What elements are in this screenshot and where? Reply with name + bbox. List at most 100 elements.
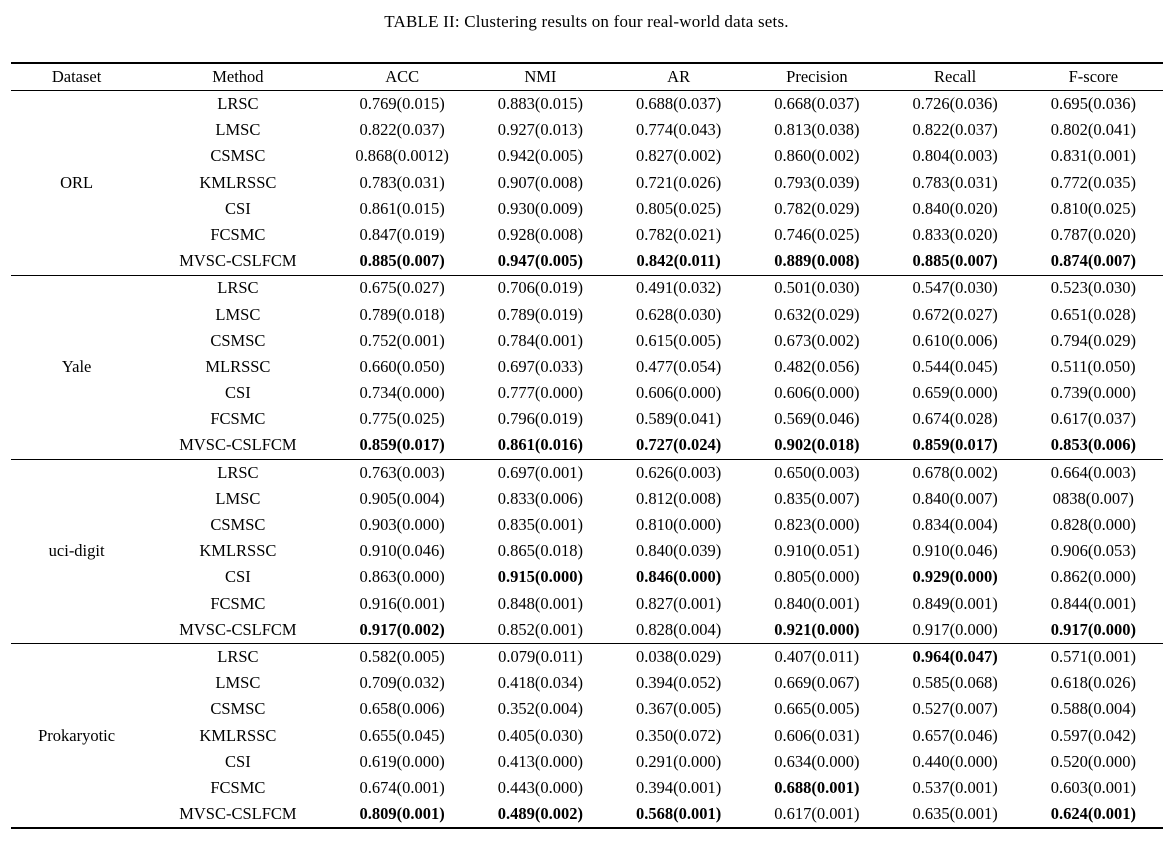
table-row: CSMSC 0.868(0.0012) 0.942(0.005) 0.827(0.00… [11, 144, 1163, 170]
column-header: AR [667, 66, 691, 86]
method-cell: LRSC [217, 94, 259, 114]
value-cell: 0.618(0.026) [1050, 673, 1136, 693]
value-cell: 0.772(0.035) [1050, 172, 1136, 192]
value-cell: 0.964(0.047) [912, 646, 998, 666]
value-cell: 0.846(0.000) [636, 567, 722, 587]
table-row: MLRSSC 0.660(0.050) 0.697(0.033) 0.477(0.05… [11, 354, 1163, 380]
value-cell: 0.651(0.028) [1050, 304, 1136, 324]
table-row: CSI 0.863(0.000) 0.915(0.000) 0.846(0.000) 0… [11, 565, 1163, 591]
table-header: Dataset Method ACC NMI AR Precision Recall F-sc… [10, 63, 1163, 91]
value-cell: 0.833(0.006) [497, 488, 584, 508]
value-cell: 0.668(0.037) [774, 94, 860, 114]
table-row: MVSC-CSLFCM 0.885(0.007) 0.947(0.005) 0.842… [11, 248, 1163, 275]
table-row: Prokaryotic LRSC 0.582(0.005) 0.079(0.011) 0… [11, 644, 1163, 743]
value-cell: 0.910(0.051) [774, 541, 860, 561]
value-cell: 0.942(0.005) [497, 146, 584, 166]
value-cell: 0.582(0.005) [359, 646, 445, 666]
table-row: FCSMC 0.674(0.001) 0.443(0.000) 0.394(0.001… [11, 775, 1163, 801]
value-cell: 0.489(0.002) [497, 804, 584, 824]
value-cell: 0.827(0.002) [636, 146, 722, 166]
value-cell: 0.418(0.034) [497, 673, 584, 693]
value-cell: 0.482(0.056) [774, 356, 860, 376]
value-cell: 0.603(0.001) [1050, 777, 1136, 797]
value-cell: 0.784(0.001) [497, 330, 584, 350]
method-cell: LRSC [217, 278, 259, 298]
value-cell: 0.589(0.041) [636, 409, 722, 429]
value-cell: 0.921(0.000) [774, 619, 860, 639]
value-cell: 0.874(0.007) [1050, 251, 1136, 271]
value-cell: 0.697(0.001) [497, 462, 584, 482]
value-cell: 0.840(0.007) [912, 488, 998, 508]
value-cell: 0.917(0.000) [1050, 619, 1136, 639]
value-cell: 0.844(0.001) [1050, 593, 1136, 613]
header-row: Dataset Method ACC NMI AR Precision Recall F-sc… [10, 63, 1163, 91]
table-row: KMLRSSC 0.910(0.046) 0.865(0.018) 0.840(0.0… [11, 538, 1163, 564]
value-cell: 0.367(0.005) [636, 699, 722, 719]
value-cell: 0.805(0.025) [636, 198, 722, 218]
table-row: CSI 0.619(0.000) 0.413(0.000) 0.291(0.000) 0… [11, 749, 1163, 775]
value-cell: 0.929(0.000) [912, 567, 998, 587]
value-cell: 0.610(0.006) [912, 330, 998, 350]
value-cell: 0.523(0.030) [1050, 278, 1136, 298]
method-cell: MVSC-CSLFCM [179, 251, 297, 271]
table-row: CSMSC 0.658(0.006) 0.352(0.004) 0.367(0.005… [11, 697, 1163, 723]
method-cell: CSMSC [210, 699, 266, 719]
value-cell: 0.910(0.046) [359, 541, 445, 561]
value-cell: 0.672(0.027) [912, 304, 998, 324]
table-row: FCSMC 0.847(0.019) 0.928(0.008) 0.782(0.021… [11, 222, 1163, 248]
value-cell: 0.632(0.029) [774, 304, 860, 324]
value-cell: 0.859(0.017) [359, 435, 445, 455]
value-cell: 0.617(0.001) [774, 804, 860, 824]
value-cell: 0.927(0.013) [497, 120, 584, 140]
value-cell: 0.789(0.018) [359, 304, 445, 324]
value-cell: 0.777(0.000) [497, 383, 584, 403]
column-header: ACC [385, 66, 420, 86]
value-cell: 0.727(0.024) [636, 435, 722, 455]
value-cell: 0.527(0.007) [912, 699, 998, 719]
value-cell: 0.350(0.072) [636, 725, 722, 745]
method-cell: LMSC [215, 488, 261, 508]
value-cell: 0.809(0.001) [359, 804, 445, 824]
value-cell: 0.833(0.020) [912, 224, 998, 244]
value-cell: 0.688(0.001) [774, 777, 860, 797]
value-cell: 0.079(0.011) [498, 646, 583, 666]
value-cell: 0.624(0.001) [1050, 804, 1136, 824]
value-cell: 0.746(0.025) [774, 224, 860, 244]
table-row: FCSMC 0.775(0.025) 0.796(0.019) 0.589(0.041… [11, 406, 1163, 432]
value-cell: 0838(0.007) [1052, 488, 1134, 508]
value-cell: 0.917(0.002) [359, 619, 445, 639]
value-cell: 0.394(0.052) [636, 673, 722, 693]
value-cell: 0.606(0.031) [774, 725, 860, 745]
value-cell: 0.915(0.000) [497, 567, 584, 587]
value-cell: 0.657(0.046) [912, 725, 998, 745]
value-cell: 0.606(0.000) [774, 383, 860, 403]
value-cell: 0.930(0.009) [497, 198, 584, 218]
value-cell: 0.861(0.016) [497, 435, 584, 455]
value-cell: 0.804(0.003) [912, 146, 998, 166]
table-row: LMSC 0.789(0.018) 0.789(0.019) 0.628(0.030)… [11, 302, 1163, 328]
value-cell: 0.802(0.041) [1050, 120, 1136, 140]
value-cell: 0.752(0.001) [359, 330, 445, 350]
value-cell: 0.842(0.011) [636, 251, 721, 271]
value-cell: 0.863(0.000) [359, 567, 445, 587]
value-cell: 0.394(0.001) [636, 777, 722, 797]
value-cell: 0.827(0.001) [636, 593, 722, 613]
value-cell: 0.634(0.000) [774, 751, 860, 771]
value-cell: 0.840(0.039) [636, 541, 722, 561]
method-cell: LRSC [217, 646, 259, 666]
value-cell: 0.775(0.025) [359, 409, 445, 429]
method-cell: FCSMC [210, 777, 266, 797]
value-cell: 0.852(0.001) [497, 619, 584, 639]
value-cell: 0.706(0.019) [497, 278, 584, 298]
value-cell: 0.352(0.004) [497, 699, 584, 719]
value-cell: 0.695(0.036) [1050, 94, 1136, 114]
table-row: MVSC-CSLFCM 0.917(0.002) 0.852(0.001) 0.828… [11, 617, 1163, 644]
table-row: CSMSC 0.752(0.001) 0.784(0.001) 0.615(0.005… [11, 328, 1163, 354]
value-cell: 0.907(0.008) [497, 172, 584, 192]
value-cell: 0.413(0.000) [497, 751, 584, 771]
method-cell: LMSC [215, 120, 261, 140]
method-cell: MVSC-CSLFCM [179, 619, 297, 639]
method-cell: KMLRSSC [199, 541, 277, 561]
value-cell: 0.787(0.020) [1050, 224, 1136, 244]
value-cell: 0.585(0.068) [912, 673, 998, 693]
